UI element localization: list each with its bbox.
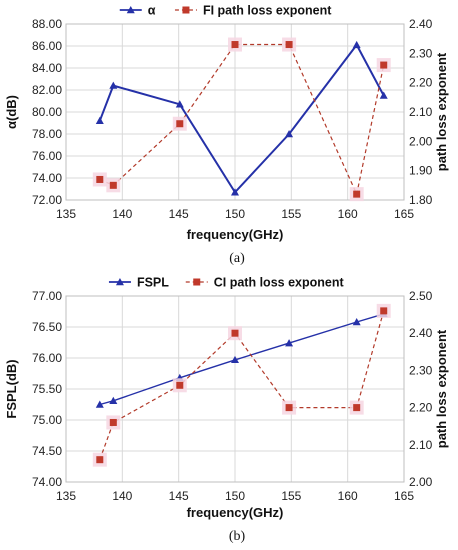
y2-tick-label: 2.20 xyxy=(409,401,433,415)
x-tick-label: 160 xyxy=(338,207,358,221)
series-line-1 xyxy=(98,43,385,194)
data-point xyxy=(109,396,118,404)
x-axis-label: frequency(GHz) xyxy=(187,505,284,520)
plot-frame xyxy=(65,23,405,201)
y2-tick-label: 2.10 xyxy=(409,105,433,119)
legend-label: CI path loss exponent xyxy=(214,276,345,290)
y-tick-label: 77.00 xyxy=(32,289,62,303)
data-point xyxy=(352,318,361,326)
data-point xyxy=(96,456,104,464)
y-tick-label: 76.00 xyxy=(32,351,62,365)
x-tick-label: 135 xyxy=(56,207,76,221)
y2-tick-label: 2.30 xyxy=(409,46,433,60)
y2-tick-label: 2.50 xyxy=(409,289,433,303)
data-point xyxy=(285,339,294,347)
panel-label: (b) xyxy=(229,529,246,544)
data-point xyxy=(231,41,239,49)
data-point xyxy=(231,355,239,364)
data-point xyxy=(285,41,293,49)
legend-label: FI path loss exponent xyxy=(203,4,332,18)
y-tick-label: 78.00 xyxy=(32,127,62,141)
x-tick-label: 140 xyxy=(112,489,132,503)
y2-axis-label: path loss exponent xyxy=(434,329,449,448)
y-tick-label: 84.00 xyxy=(32,61,62,75)
chart-panel-1: 72.00 74.00 76.00 78.00 80.00 82.00 84.00 86.00… xyxy=(4,4,449,267)
x-tick-label: 140 xyxy=(112,207,132,221)
y2-axis-label: path loss exponent xyxy=(434,52,449,171)
x-tick-label: 165 xyxy=(394,489,414,503)
y2-tick-label: 2.00 xyxy=(409,134,433,148)
x-tick-label: 155 xyxy=(281,489,301,503)
data-point xyxy=(109,81,118,89)
x-tick-label: 165 xyxy=(394,207,414,221)
legend-swatch-marker xyxy=(126,6,135,14)
data-point xyxy=(95,400,104,408)
legend-label: FSPL xyxy=(137,276,169,290)
x-tick-label: 160 xyxy=(338,489,358,503)
y-tick-label: 86.00 xyxy=(32,39,62,53)
chart-panel-2: 74.00 74.50 75.00 75.50 76.00 76.50 77.00 2.00 2… xyxy=(4,276,449,545)
data-point xyxy=(95,116,104,124)
x-tick-label: 145 xyxy=(169,207,189,221)
y-tick-label: 75.00 xyxy=(32,413,62,427)
data-point xyxy=(109,181,117,189)
x-tick-label: 135 xyxy=(56,489,76,503)
data-point xyxy=(379,91,388,99)
data-point xyxy=(96,175,104,183)
y-tick-label: 82.00 xyxy=(32,83,62,97)
data-point xyxy=(176,381,184,389)
y-tick-label: 72.00 xyxy=(32,193,62,207)
data-point xyxy=(285,404,293,412)
y-tick-label: 74.00 xyxy=(32,475,62,489)
y2-tick-label: 2.30 xyxy=(409,363,433,377)
y-tick-label: 74.00 xyxy=(32,171,62,185)
legend-swatch-marker xyxy=(193,278,201,286)
data-point xyxy=(380,61,388,69)
y2-tick-label: 1.90 xyxy=(409,164,433,178)
y2-tick-label: 2.40 xyxy=(409,326,433,340)
y2-tick-label: 2.10 xyxy=(409,438,433,452)
data-point xyxy=(109,418,117,426)
panel-label: (a) xyxy=(229,251,245,266)
legend-swatch-marker xyxy=(115,278,124,286)
y-tick-label: 80.00 xyxy=(32,105,62,119)
data-point xyxy=(353,404,361,412)
y-tick-label: 76.50 xyxy=(32,320,62,334)
data-point xyxy=(175,100,184,108)
y-axis-label: α(dB) xyxy=(4,95,19,129)
y2-tick-label: 2.00 xyxy=(409,475,433,489)
y-tick-label: 88.00 xyxy=(32,17,62,31)
data-point xyxy=(231,329,239,337)
legend-label: α xyxy=(148,4,156,18)
x-tick-label: 150 xyxy=(225,207,245,221)
y2-tick-label: 2.40 xyxy=(409,17,433,31)
y-tick-label: 75.50 xyxy=(32,382,62,396)
y2-tick-label: 2.20 xyxy=(409,76,433,90)
data-point xyxy=(176,120,184,128)
x-axis-label: frequency(GHz) xyxy=(187,227,284,242)
data-point xyxy=(231,188,239,196)
x-tick-label: 150 xyxy=(225,489,245,503)
data-point xyxy=(353,190,361,198)
x-tick-label: 155 xyxy=(281,207,301,221)
y2-tick-label: 1.80 xyxy=(409,193,433,207)
data-point xyxy=(380,307,388,315)
y-tick-label: 76.00 xyxy=(32,149,62,163)
x-tick-label: 145 xyxy=(169,489,189,503)
y-axis-label: FSPL(dB) xyxy=(4,359,19,418)
y-tick-label: 74.50 xyxy=(32,444,62,458)
plot-frame xyxy=(65,295,405,483)
legend-swatch-marker xyxy=(182,6,190,14)
data-point xyxy=(285,130,294,138)
data-point xyxy=(352,40,361,49)
